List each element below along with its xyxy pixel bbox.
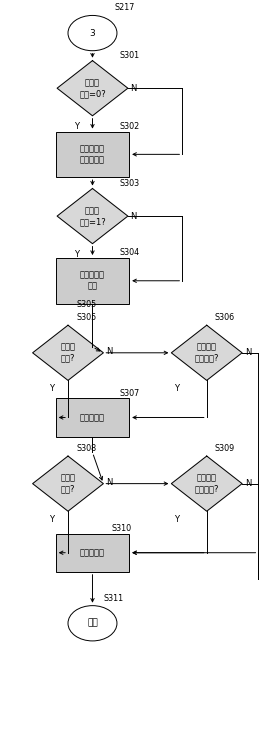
Text: N: N: [131, 84, 137, 93]
Text: 置位组运行: 置位组运行: [80, 413, 105, 422]
Text: S309: S309: [215, 444, 235, 453]
Text: 结束: 结束: [87, 619, 98, 628]
Text: Y: Y: [175, 514, 180, 524]
Polygon shape: [171, 325, 242, 381]
Text: S302: S302: [120, 122, 140, 131]
Text: Y: Y: [175, 384, 180, 393]
Bar: [56, 534, 129, 572]
Text: 复位组起动
时间继电器: 复位组起动 时间继电器: [80, 144, 105, 165]
Text: Y: Y: [74, 122, 79, 131]
Bar: [56, 398, 129, 437]
Text: S304: S304: [120, 248, 140, 257]
Polygon shape: [57, 189, 128, 244]
Text: 所有的设
备已停止?: 所有的设 备已停止?: [194, 473, 219, 494]
Bar: [56, 132, 129, 177]
Text: S305: S305: [76, 313, 96, 322]
Text: N: N: [245, 479, 251, 488]
Text: S306: S306: [215, 313, 235, 322]
Text: 组确认
命令=1?: 组确认 命令=1?: [79, 206, 106, 226]
Ellipse shape: [68, 606, 117, 641]
Text: Y: Y: [50, 384, 54, 393]
Text: N: N: [106, 347, 112, 356]
Polygon shape: [171, 456, 242, 512]
Text: S308: S308: [76, 444, 96, 453]
Text: 组起动
命令=0?: 组起动 命令=0?: [79, 78, 106, 98]
Ellipse shape: [68, 15, 117, 51]
Text: 组起动
完成?: 组起动 完成?: [60, 343, 76, 363]
Text: S301: S301: [120, 51, 140, 60]
Text: Y: Y: [50, 514, 54, 524]
Text: S310: S310: [112, 524, 132, 533]
Text: Y: Y: [74, 250, 79, 259]
Text: S311: S311: [103, 594, 123, 603]
Text: 复位组运行: 复位组运行: [80, 548, 105, 557]
Bar: [56, 258, 129, 304]
Text: 组停止
完成?: 组停止 完成?: [60, 473, 76, 494]
Text: 复位组起动
故障: 复位组起动 故障: [80, 270, 105, 291]
Text: S303: S303: [120, 179, 140, 188]
Polygon shape: [33, 325, 103, 381]
Text: N: N: [131, 212, 137, 220]
Text: N: N: [245, 348, 251, 357]
Polygon shape: [57, 61, 128, 115]
Text: 3: 3: [89, 29, 95, 37]
Text: 所有的设
备已起动?: 所有的设 备已起动?: [194, 343, 219, 363]
Polygon shape: [33, 456, 103, 512]
Text: S307: S307: [120, 389, 140, 398]
Text: S305: S305: [76, 301, 96, 309]
Text: S217: S217: [114, 4, 135, 12]
Text: N: N: [106, 478, 112, 487]
